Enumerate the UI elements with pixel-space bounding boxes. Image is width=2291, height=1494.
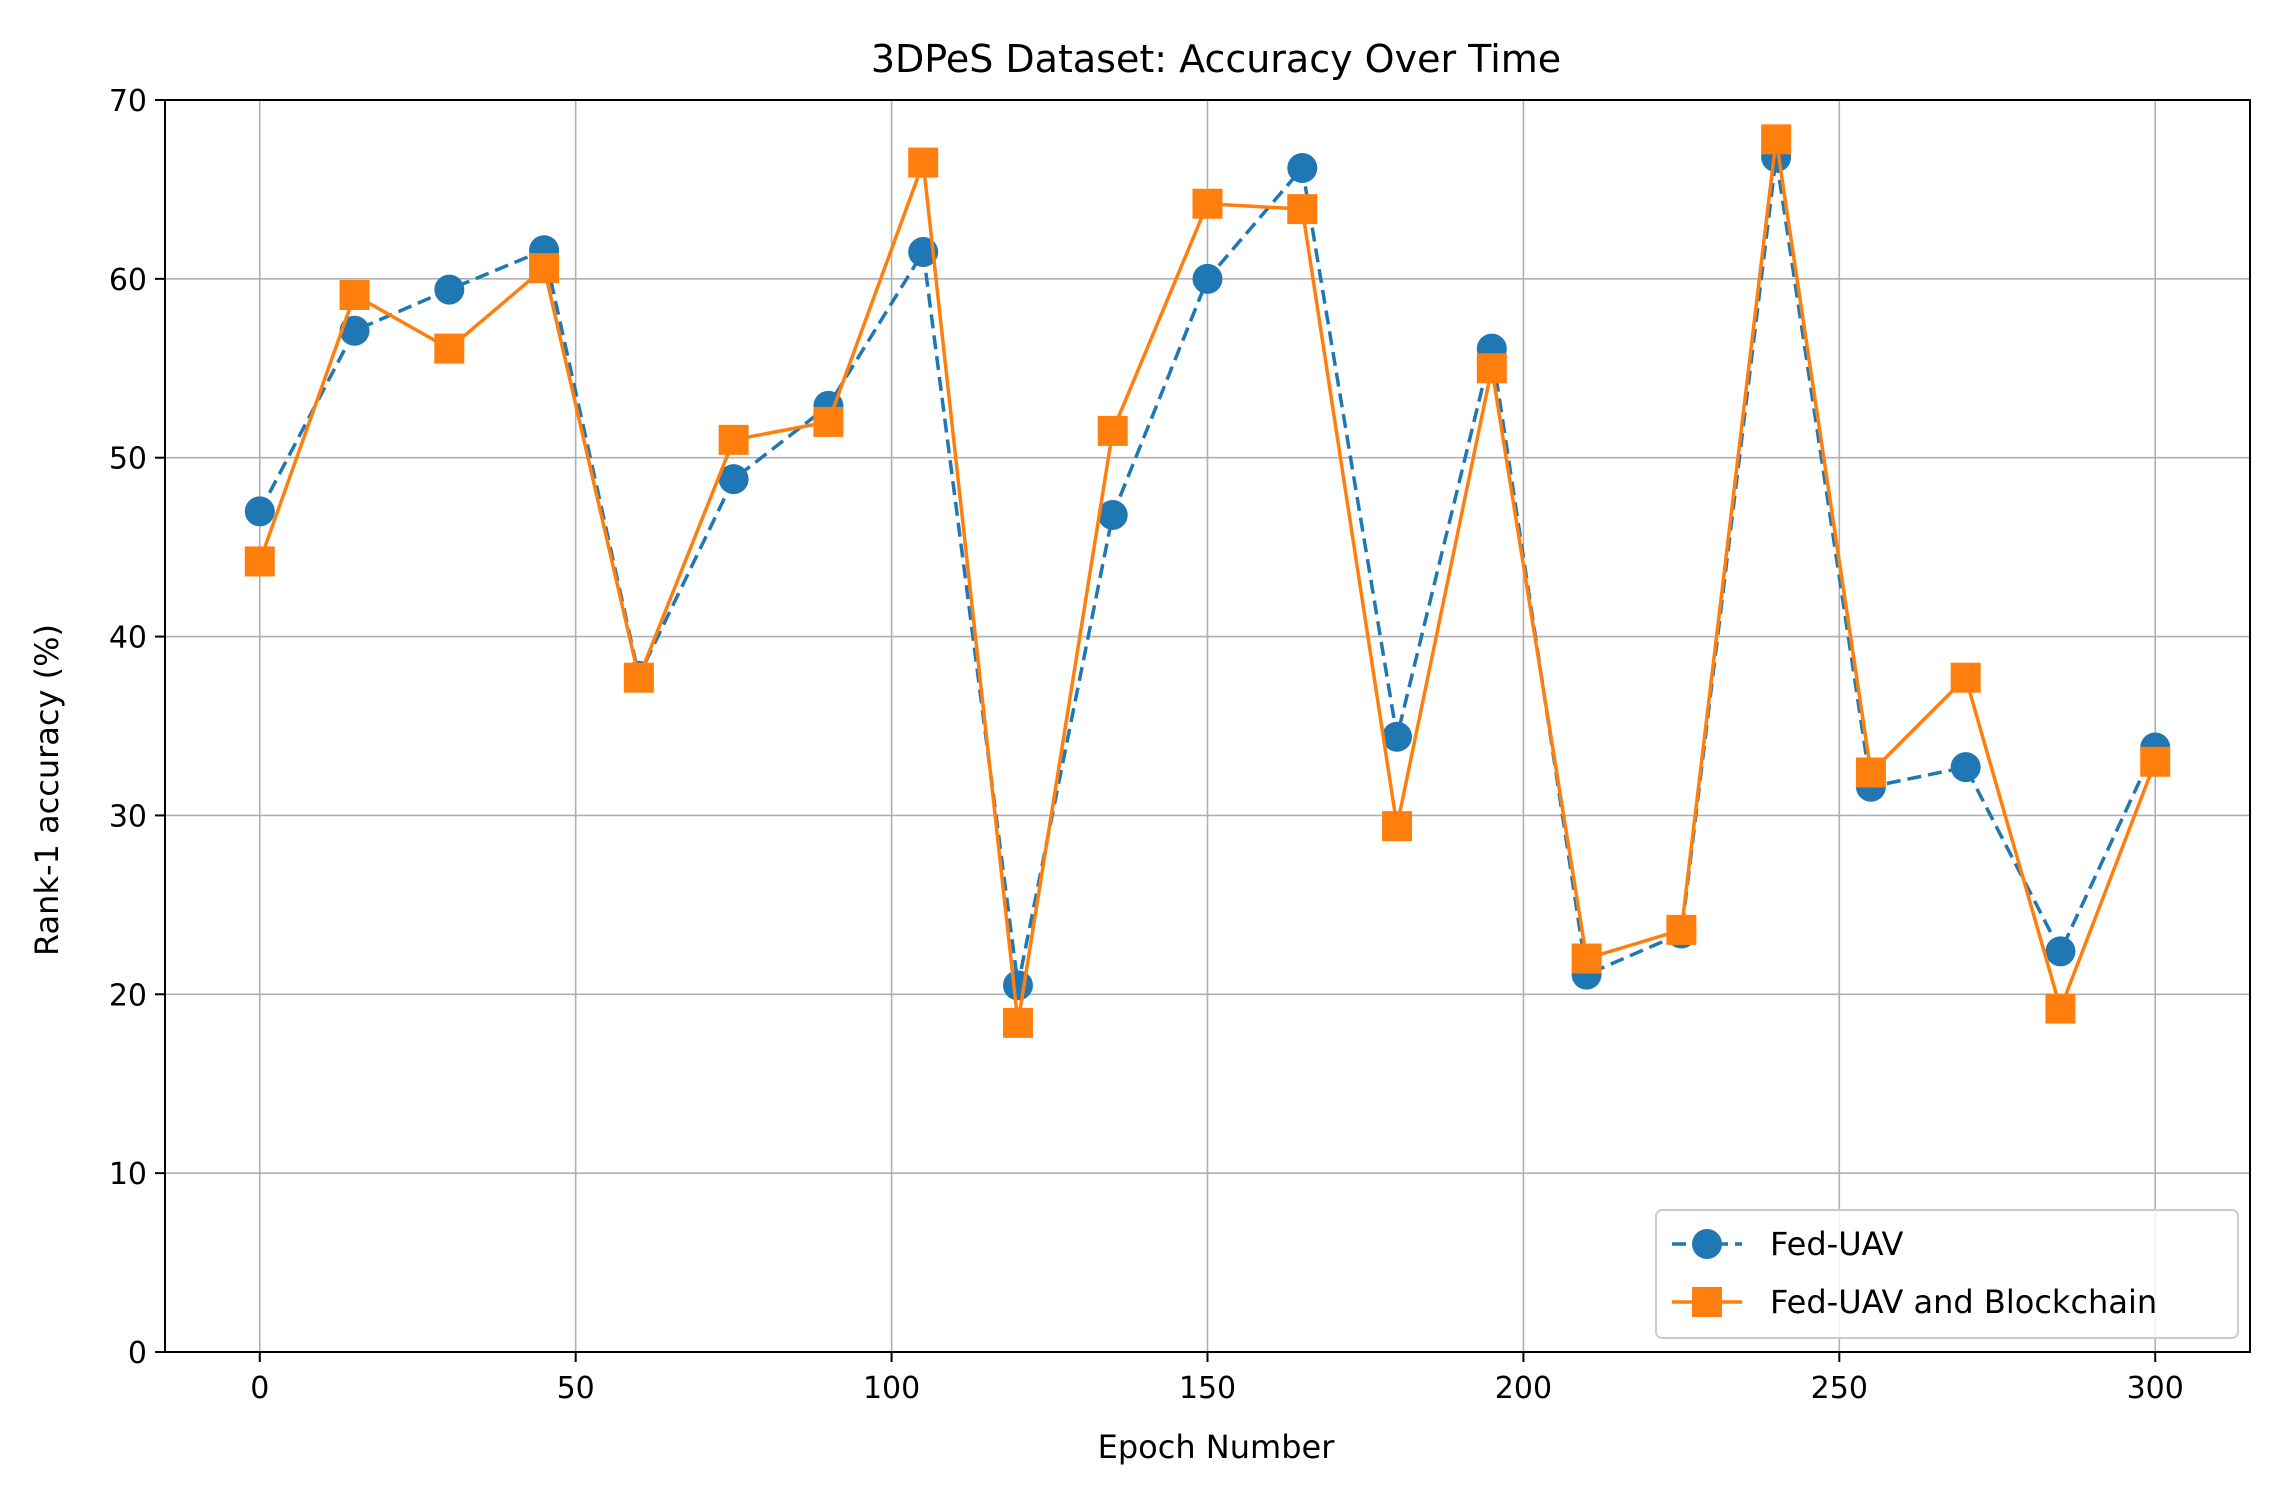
data-point	[718, 464, 749, 495]
data-point	[244, 546, 275, 577]
data-point	[1287, 152, 1318, 183]
data-point	[1382, 811, 1413, 842]
data-point	[1097, 499, 1128, 530]
data-point	[1192, 263, 1223, 294]
y-tick-label: 40	[109, 621, 147, 656]
data-point	[244, 496, 275, 527]
legend-item: Fed-UAV	[1672, 1225, 1903, 1263]
y-tick-label: 60	[109, 263, 147, 298]
data-point	[2140, 746, 2171, 777]
data-point	[1571, 943, 1602, 974]
x-tick-label: 0	[250, 1371, 269, 1406]
y-tick-label: 10	[109, 1157, 147, 1192]
data-point	[1002, 1007, 1033, 1038]
legend-label: Fed-UAV	[1770, 1225, 1903, 1263]
y-tick-label: 70	[109, 84, 147, 119]
x-axis-label: Epoch Number	[1098, 1428, 1336, 1466]
data-point	[1476, 353, 1507, 384]
data-point	[529, 253, 560, 284]
data-point	[1192, 188, 1223, 219]
x-tick-label: 150	[1179, 1371, 1236, 1406]
y-tick-label: 0	[128, 1336, 147, 1371]
data-point	[1002, 970, 1033, 1001]
data-point	[908, 147, 939, 178]
x-tick-label: 100	[863, 1371, 920, 1406]
legend: Fed-UAV Fed-UAV and Blockchain	[1655, 1209, 2239, 1339]
legend-item: Fed-UAV and Blockchain	[1672, 1283, 2157, 1321]
data-point	[1950, 752, 1981, 783]
chart-title: 3DPeS Dataset: Accuracy Over Time	[871, 37, 1561, 81]
legend-marker	[1692, 1229, 1722, 1259]
data-point	[1382, 721, 1413, 752]
x-tick-label: 300	[2127, 1371, 2184, 1406]
data-point	[813, 406, 844, 437]
y-tick-label: 20	[109, 978, 147, 1013]
data-point	[1097, 415, 1128, 446]
axis-ticks: 0 50 100 150 200 250 300 0 10 20 30 40 50 60 70	[109, 84, 2184, 1406]
y-tick-label: 30	[109, 799, 147, 834]
data-point	[1761, 124, 1792, 155]
x-tick-label: 50	[557, 1371, 595, 1406]
data-point	[718, 424, 749, 455]
data-point	[1950, 662, 1981, 693]
legend-box	[1655, 1209, 2239, 1339]
data-point	[339, 315, 370, 346]
x-tick-label: 200	[1495, 1371, 1552, 1406]
data-point	[1666, 914, 1697, 945]
series-layer	[244, 124, 2171, 1038]
data-point	[1287, 194, 1318, 225]
series-2	[244, 124, 2171, 1038]
data-point	[1855, 757, 1886, 788]
y-axis-label: Rank-1 accuracy (%)	[28, 624, 66, 956]
legend-marker	[1692, 1287, 1722, 1317]
y-tick-label: 50	[109, 442, 147, 477]
data-point	[434, 274, 465, 305]
data-point	[434, 333, 465, 364]
data-point	[623, 662, 654, 693]
data-point	[2045, 993, 2076, 1024]
legend-label: Fed-UAV and Blockchain	[1770, 1283, 2157, 1321]
x-tick-label: 250	[1811, 1371, 1868, 1406]
data-point	[339, 279, 370, 310]
data-point	[2045, 936, 2076, 967]
